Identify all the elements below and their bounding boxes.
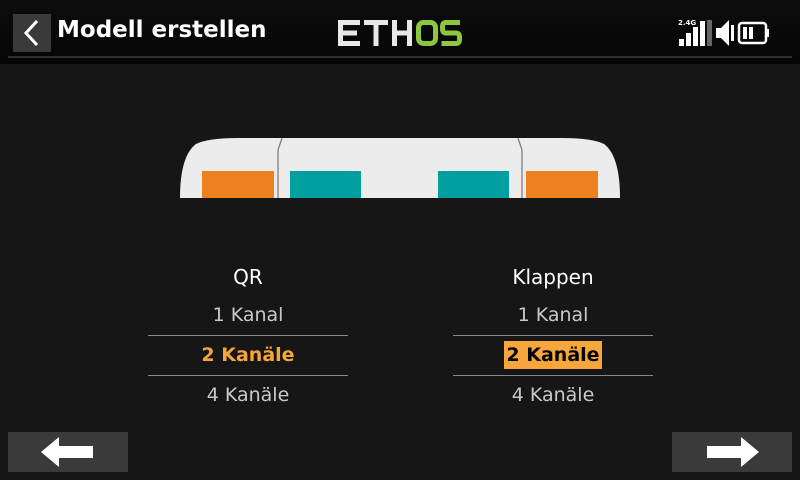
flaps-option-1[interactable]: 1 Kanal xyxy=(517,304,589,326)
wing-right-panel-line xyxy=(517,137,523,198)
signal-strength-icon xyxy=(679,21,705,46)
flaps-option-2-selected[interactable]: 2 Kanäle xyxy=(453,338,653,372)
next-button[interactable] xyxy=(672,432,792,472)
back-button[interactable] xyxy=(13,14,51,52)
arrow-left-icon xyxy=(41,437,93,467)
aileron-divider-bottom xyxy=(148,375,348,376)
chevron-left-icon xyxy=(23,19,39,47)
aileron-option-1[interactable]: 1 Kanal xyxy=(212,304,284,326)
aileron-left-surface xyxy=(202,171,274,198)
flaps-divider-bottom xyxy=(453,375,653,376)
aileron-right-surface xyxy=(526,171,598,198)
aileron-divider-top xyxy=(148,335,348,336)
battery-icon xyxy=(737,21,769,45)
speaker-icon xyxy=(716,20,734,46)
aileron-option-2-selected[interactable]: 2 Kanäle xyxy=(201,344,295,366)
flap-right-surface xyxy=(438,171,509,198)
wing-diagram xyxy=(180,137,620,198)
status-icons: 2.4G xyxy=(678,19,769,46)
radio-band-label: 2.4G xyxy=(678,19,696,27)
flaps-label: Klappen xyxy=(512,265,594,289)
status-separator xyxy=(707,20,712,46)
aileron-label: QR xyxy=(233,265,263,289)
wing-left-panel-line xyxy=(277,137,283,198)
page-title: Modell erstellen xyxy=(57,17,267,43)
ethos-logo xyxy=(338,20,462,46)
aileron-option-3[interactable]: 4 Kanäle xyxy=(206,384,290,406)
previous-button[interactable] xyxy=(8,432,128,472)
arrow-right-icon xyxy=(707,437,759,467)
flaps-option-3[interactable]: 4 Kanäle xyxy=(511,384,595,406)
header-divider xyxy=(8,56,792,58)
header-bar: Modell erstellen 2.4G xyxy=(0,0,800,64)
flaps-divider-top xyxy=(453,335,653,336)
flap-left-surface xyxy=(290,171,361,198)
